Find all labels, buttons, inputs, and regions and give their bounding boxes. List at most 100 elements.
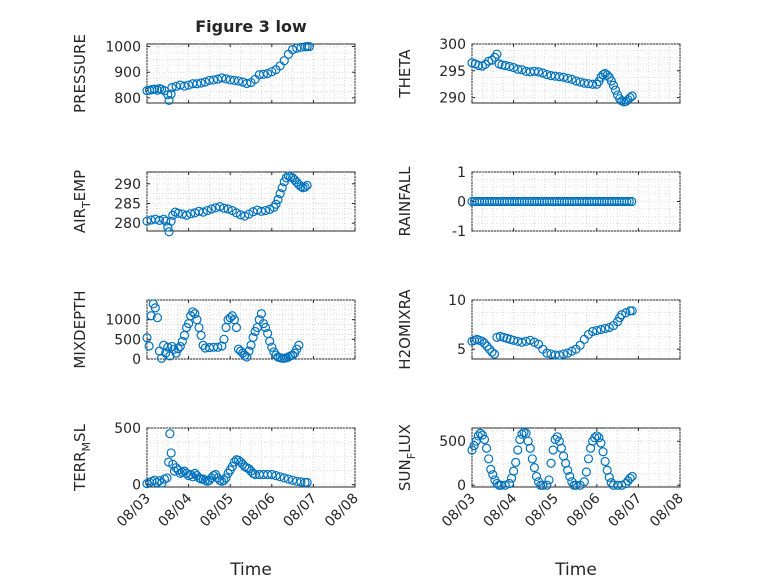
ytick-label: 0 <box>457 478 466 494</box>
data-point <box>288 475 298 485</box>
ytick-label: 800 <box>114 91 141 107</box>
xlabel: Time <box>229 560 272 580</box>
data-point <box>615 313 625 323</box>
data-point <box>508 466 519 476</box>
subplot-air-temp: 280 285 290 AIRTEMP <box>71 170 356 237</box>
data-point <box>154 215 165 225</box>
data-point <box>186 469 196 480</box>
data-point <box>186 209 196 219</box>
data-point <box>227 461 237 472</box>
data-point <box>617 310 627 320</box>
data-point <box>508 335 519 345</box>
ytick-label: 1000 <box>105 40 141 56</box>
xlabel: Time <box>554 560 597 580</box>
data-point <box>302 477 312 488</box>
data-point <box>571 76 581 86</box>
data-point <box>300 182 310 192</box>
data-point <box>231 208 242 218</box>
data-point <box>550 434 560 445</box>
data-point <box>263 68 273 79</box>
data-point <box>194 473 204 483</box>
data-point <box>554 72 564 82</box>
data-point <box>504 61 515 72</box>
data-point <box>552 432 562 442</box>
data-point <box>592 431 602 441</box>
data-point <box>538 480 548 490</box>
data-point <box>475 428 485 438</box>
data-point <box>265 204 275 214</box>
ytick-label: 290 <box>114 177 141 193</box>
data-point <box>484 344 495 354</box>
data-point <box>515 434 525 445</box>
data-point <box>271 471 281 481</box>
data-point <box>588 79 598 89</box>
data-point <box>596 438 606 448</box>
data-point <box>594 76 604 87</box>
data-point <box>200 475 210 485</box>
data-point <box>258 69 269 79</box>
data-point <box>508 62 519 73</box>
data-point <box>163 342 173 352</box>
data-point <box>492 478 502 489</box>
data-point <box>200 77 210 87</box>
data-point <box>488 470 498 480</box>
data-point <box>469 441 479 451</box>
data-point <box>256 206 266 216</box>
data-point <box>144 341 154 351</box>
data-point <box>279 473 289 483</box>
data-point <box>479 338 490 348</box>
data-point <box>217 73 227 83</box>
data-point <box>487 347 497 357</box>
data-point <box>225 313 235 323</box>
data-point <box>279 56 289 66</box>
data-point <box>260 205 271 216</box>
data-point <box>479 434 490 445</box>
data-point <box>588 326 598 337</box>
data-point <box>277 183 287 193</box>
data-point <box>166 216 176 226</box>
data-point <box>233 76 244 86</box>
ytick-label: 0 <box>132 352 141 368</box>
data-point <box>511 457 521 467</box>
data-point <box>244 346 254 356</box>
ytick-label: 1000 <box>105 313 141 329</box>
data-point <box>529 66 540 76</box>
data-point <box>542 348 552 358</box>
data-point <box>487 55 497 65</box>
data-point <box>492 49 502 59</box>
ylabel: THETA <box>396 49 414 99</box>
data-point <box>208 75 219 85</box>
data-point <box>592 325 602 336</box>
data-point <box>594 433 604 443</box>
data-point <box>517 429 527 439</box>
data-point <box>612 480 623 490</box>
data-point <box>598 447 608 457</box>
data-point <box>196 78 206 88</box>
data-point <box>579 477 589 487</box>
data-point <box>168 210 178 220</box>
data-point <box>164 227 174 237</box>
data-point <box>554 350 564 360</box>
data-point <box>504 478 515 489</box>
data-point <box>221 473 231 483</box>
data-point <box>527 454 537 464</box>
data-point <box>517 337 527 347</box>
data-point <box>152 313 162 323</box>
data-point <box>296 477 306 487</box>
ytick-label: 295 <box>439 64 466 80</box>
data-point <box>477 430 487 440</box>
data-point <box>548 445 558 455</box>
data-point <box>190 309 200 319</box>
data-point <box>567 74 577 85</box>
data-point <box>533 67 544 77</box>
subplot-pressure: 800 900 1000 PRESSURE <box>71 34 356 113</box>
data-point <box>248 332 258 342</box>
data-point <box>596 324 606 335</box>
data-point <box>267 342 277 352</box>
data-point <box>482 341 492 351</box>
data-point <box>486 464 496 474</box>
data-point <box>544 475 554 485</box>
data-point <box>242 78 252 89</box>
data-point <box>600 456 610 467</box>
